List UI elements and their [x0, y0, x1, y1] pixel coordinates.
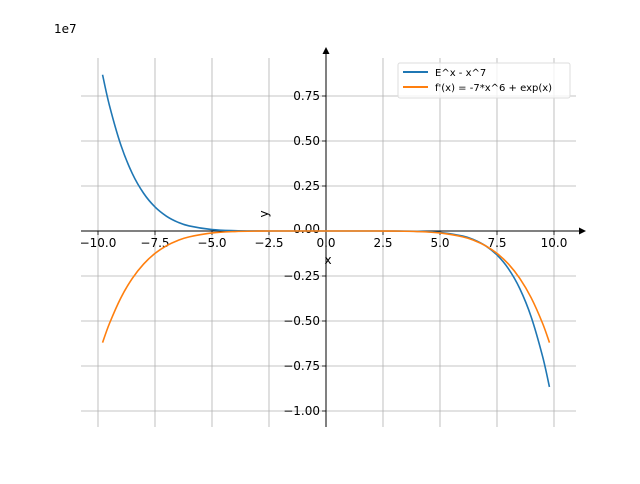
y-axis-arrow-icon [322, 47, 330, 54]
x-tick-label: −10.0 [80, 236, 117, 250]
y-tick-label: 0.50 [293, 134, 320, 148]
series-line-1 [101, 230, 551, 343]
series-lines [101, 74, 551, 388]
y-tick-label: −0.25 [283, 269, 320, 283]
y-scale-label: 1e7 [54, 22, 77, 36]
y-tick-label: −0.50 [283, 314, 320, 328]
y-tick-label: −1.00 [283, 404, 320, 418]
x-tick-label: 5.0 [430, 236, 449, 250]
x-tick-label: −2.5 [254, 236, 283, 250]
y-tick-label: 0.00 [293, 222, 320, 236]
y-axis-label: y [257, 210, 271, 217]
y-tick-label: −0.75 [283, 359, 320, 373]
legend-box [397, 62, 571, 99]
legend: E^x - x^7 f'(x) = -7*x^6 + exp(x) [397, 62, 571, 99]
x-tick-label: −7.5 [140, 236, 169, 250]
y-tick-label: 0.25 [293, 179, 320, 193]
x-tick-label: −5.0 [197, 236, 226, 250]
x-tick-label: 10.0 [541, 236, 568, 250]
x-axis-label: x [324, 253, 331, 267]
x-axis-arrow-icon [579, 227, 586, 235]
legend-label-0: E^x - x^7 [435, 68, 486, 79]
ticks: −10.0 −7.5 −5.0 −2.5 0.0 2.5 5.0 7.5 10.0 −1.00 −0… [80, 89, 568, 418]
y-tick-label: 0.75 [293, 89, 320, 103]
x-tick-label: 2.5 [373, 236, 392, 250]
x-tick-label: 7.5 [487, 236, 506, 250]
x-tick-label: 0.0 [316, 236, 335, 250]
legend-label-1: f'(x) = -7*x^6 + exp(x) [435, 83, 552, 94]
